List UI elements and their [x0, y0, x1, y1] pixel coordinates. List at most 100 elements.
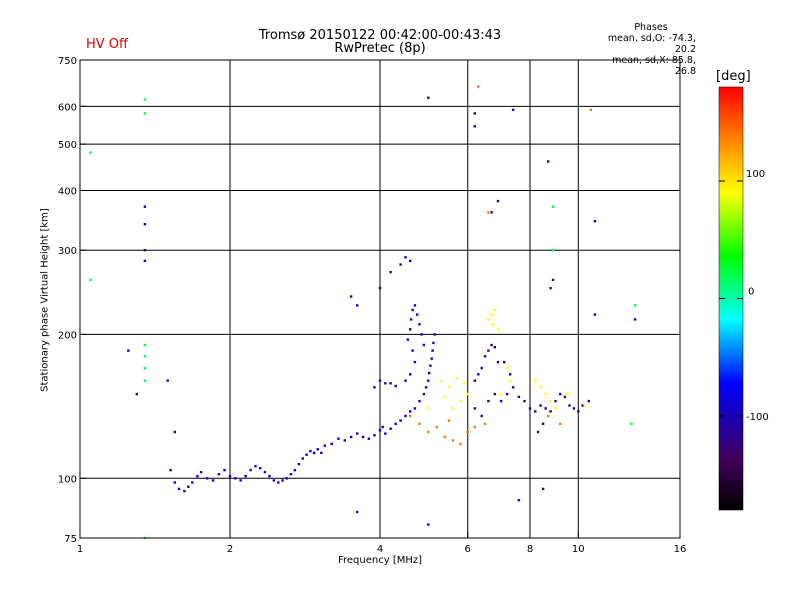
data-point — [89, 278, 92, 282]
data-point — [459, 399, 462, 403]
data-point — [418, 422, 421, 425]
data-point — [191, 481, 194, 484]
data-point — [473, 112, 476, 115]
data-point — [490, 343, 493, 347]
data-point — [633, 318, 637, 321]
data-point — [435, 425, 438, 429]
data-point — [409, 410, 412, 413]
chart-subtitle: RwPretec (8p) — [334, 41, 426, 56]
data-point — [399, 263, 402, 266]
data-point — [89, 151, 92, 154]
data-point — [409, 414, 412, 418]
data-point — [268, 475, 271, 478]
data-point — [373, 434, 376, 437]
data-point — [277, 481, 280, 484]
data-point — [143, 112, 147, 115]
data-point — [378, 379, 382, 382]
data-point — [493, 308, 496, 312]
data-point — [427, 523, 430, 526]
data-point — [272, 479, 276, 482]
data-point — [443, 435, 447, 439]
data-point — [223, 468, 226, 472]
data-point — [473, 125, 476, 128]
data-point — [373, 386, 376, 389]
data-point — [511, 386, 515, 389]
data-point — [420, 333, 423, 336]
data-point — [411, 349, 414, 352]
data-point — [487, 349, 490, 352]
y-tick-label: 300 — [58, 246, 77, 257]
data-point — [305, 453, 308, 456]
phase-o-line: mean, sd,O: -74.3, 20.2 — [607, 33, 696, 55]
data-point — [399, 419, 402, 422]
data-point — [199, 470, 203, 474]
data-point — [424, 386, 428, 389]
data-point — [389, 427, 392, 430]
data-point — [143, 98, 147, 101]
data-point — [422, 392, 426, 396]
data-point — [577, 410, 580, 413]
data-point — [559, 392, 562, 396]
data-point — [547, 160, 550, 163]
data-point — [323, 444, 326, 447]
data-point — [418, 323, 421, 326]
data-point — [451, 407, 454, 410]
data-point — [244, 475, 247, 478]
data-point — [143, 355, 147, 358]
data-point — [404, 256, 407, 259]
y-tick-label: 400 — [58, 186, 77, 197]
colorbar-tick-label: 100 — [746, 169, 765, 180]
x-tick-label: 2 — [227, 544, 233, 555]
data-point — [554, 407, 557, 410]
data-point — [166, 379, 169, 382]
data-point — [406, 338, 410, 341]
phase-heading: Phases — [634, 22, 668, 33]
data-point — [566, 392, 569, 396]
data-point — [411, 308, 414, 312]
data-point — [143, 343, 147, 347]
data-point — [143, 205, 147, 208]
y-axis-label: Stationary phase Virtual Height [km] — [39, 208, 51, 392]
x-tick-label: 10 — [572, 544, 585, 555]
colorbar-tick-label: -100 — [746, 412, 769, 423]
data-point — [539, 386, 542, 389]
data-point — [477, 373, 480, 376]
data-point — [349, 295, 353, 298]
data-point — [547, 414, 550, 418]
data-point — [528, 407, 532, 410]
data-point — [177, 487, 181, 491]
data-point — [409, 328, 412, 331]
data-point — [416, 313, 419, 316]
data-point — [506, 392, 509, 396]
data-point — [312, 451, 316, 455]
data-point — [378, 429, 382, 432]
data-point — [433, 333, 436, 336]
data-point — [509, 379, 512, 382]
data-point — [551, 249, 555, 252]
data-point — [297, 463, 301, 466]
data-point — [630, 422, 633, 425]
data-point — [320, 451, 323, 455]
data-point — [539, 404, 542, 407]
data-point — [483, 355, 487, 358]
data-point — [633, 304, 637, 307]
data-point — [330, 442, 333, 446]
data-point — [559, 422, 562, 425]
data-point — [206, 477, 209, 480]
x-tick-label: 4 — [377, 544, 383, 555]
phase-stats: Phases mean, sd,O: -74.3, 20.2 mean, sd,… — [606, 22, 696, 77]
data-point — [581, 404, 584, 407]
data-point — [356, 432, 359, 435]
data-point — [422, 343, 426, 347]
data-point — [196, 475, 199, 478]
data-point — [487, 399, 490, 403]
data-point — [551, 205, 555, 208]
data-point — [447, 386, 451, 389]
data-point — [554, 399, 557, 403]
y-tick-label: 200 — [58, 330, 77, 341]
x-axis-label: Frequency [MHz] — [337, 555, 423, 566]
data-point — [356, 510, 359, 514]
data-point — [430, 357, 433, 360]
data-point — [413, 407, 417, 410]
data-point — [587, 399, 590, 403]
